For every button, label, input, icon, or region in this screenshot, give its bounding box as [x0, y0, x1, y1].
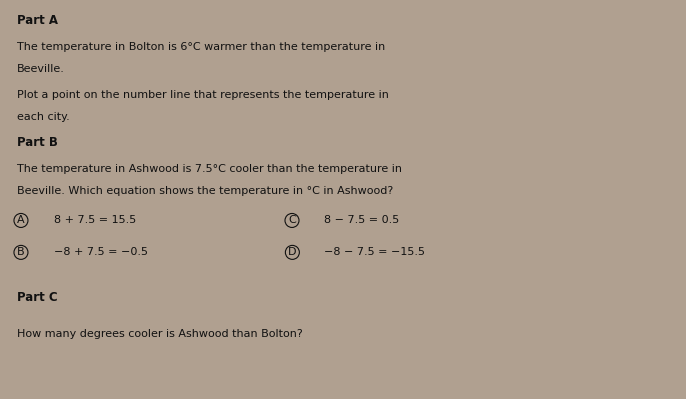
Text: Beeville.: Beeville. [17, 64, 65, 74]
Text: Plot a point on the number line that represents the temperature in: Plot a point on the number line that rep… [17, 90, 389, 100]
Text: Beeville. Which equation shows the temperature in °C in Ashwood?: Beeville. Which equation shows the tempe… [17, 186, 393, 196]
Text: D: D [288, 247, 296, 257]
Text: Part C: Part C [17, 291, 58, 304]
Text: −8 − 7.5 = −15.5: −8 − 7.5 = −15.5 [324, 247, 425, 257]
Text: Part A: Part A [17, 14, 58, 27]
Text: −8 + 7.5 = −0.5: −8 + 7.5 = −0.5 [54, 247, 147, 257]
Text: each city.: each city. [17, 112, 70, 122]
Text: The temperature in Bolton is 6°C warmer than the temperature in: The temperature in Bolton is 6°C warmer … [17, 42, 386, 52]
Text: C: C [288, 215, 296, 225]
Text: 8 + 7.5 = 15.5: 8 + 7.5 = 15.5 [54, 215, 136, 225]
Text: How many degrees cooler is Ashwood than Bolton?: How many degrees cooler is Ashwood than … [17, 329, 303, 339]
Text: A: A [17, 215, 25, 225]
Text: B: B [17, 247, 25, 257]
Text: Part B: Part B [17, 136, 58, 149]
Text: The temperature in Ashwood is 7.5°C cooler than the temperature in: The temperature in Ashwood is 7.5°C cool… [17, 164, 402, 174]
Text: 8 − 7.5 = 0.5: 8 − 7.5 = 0.5 [324, 215, 400, 225]
